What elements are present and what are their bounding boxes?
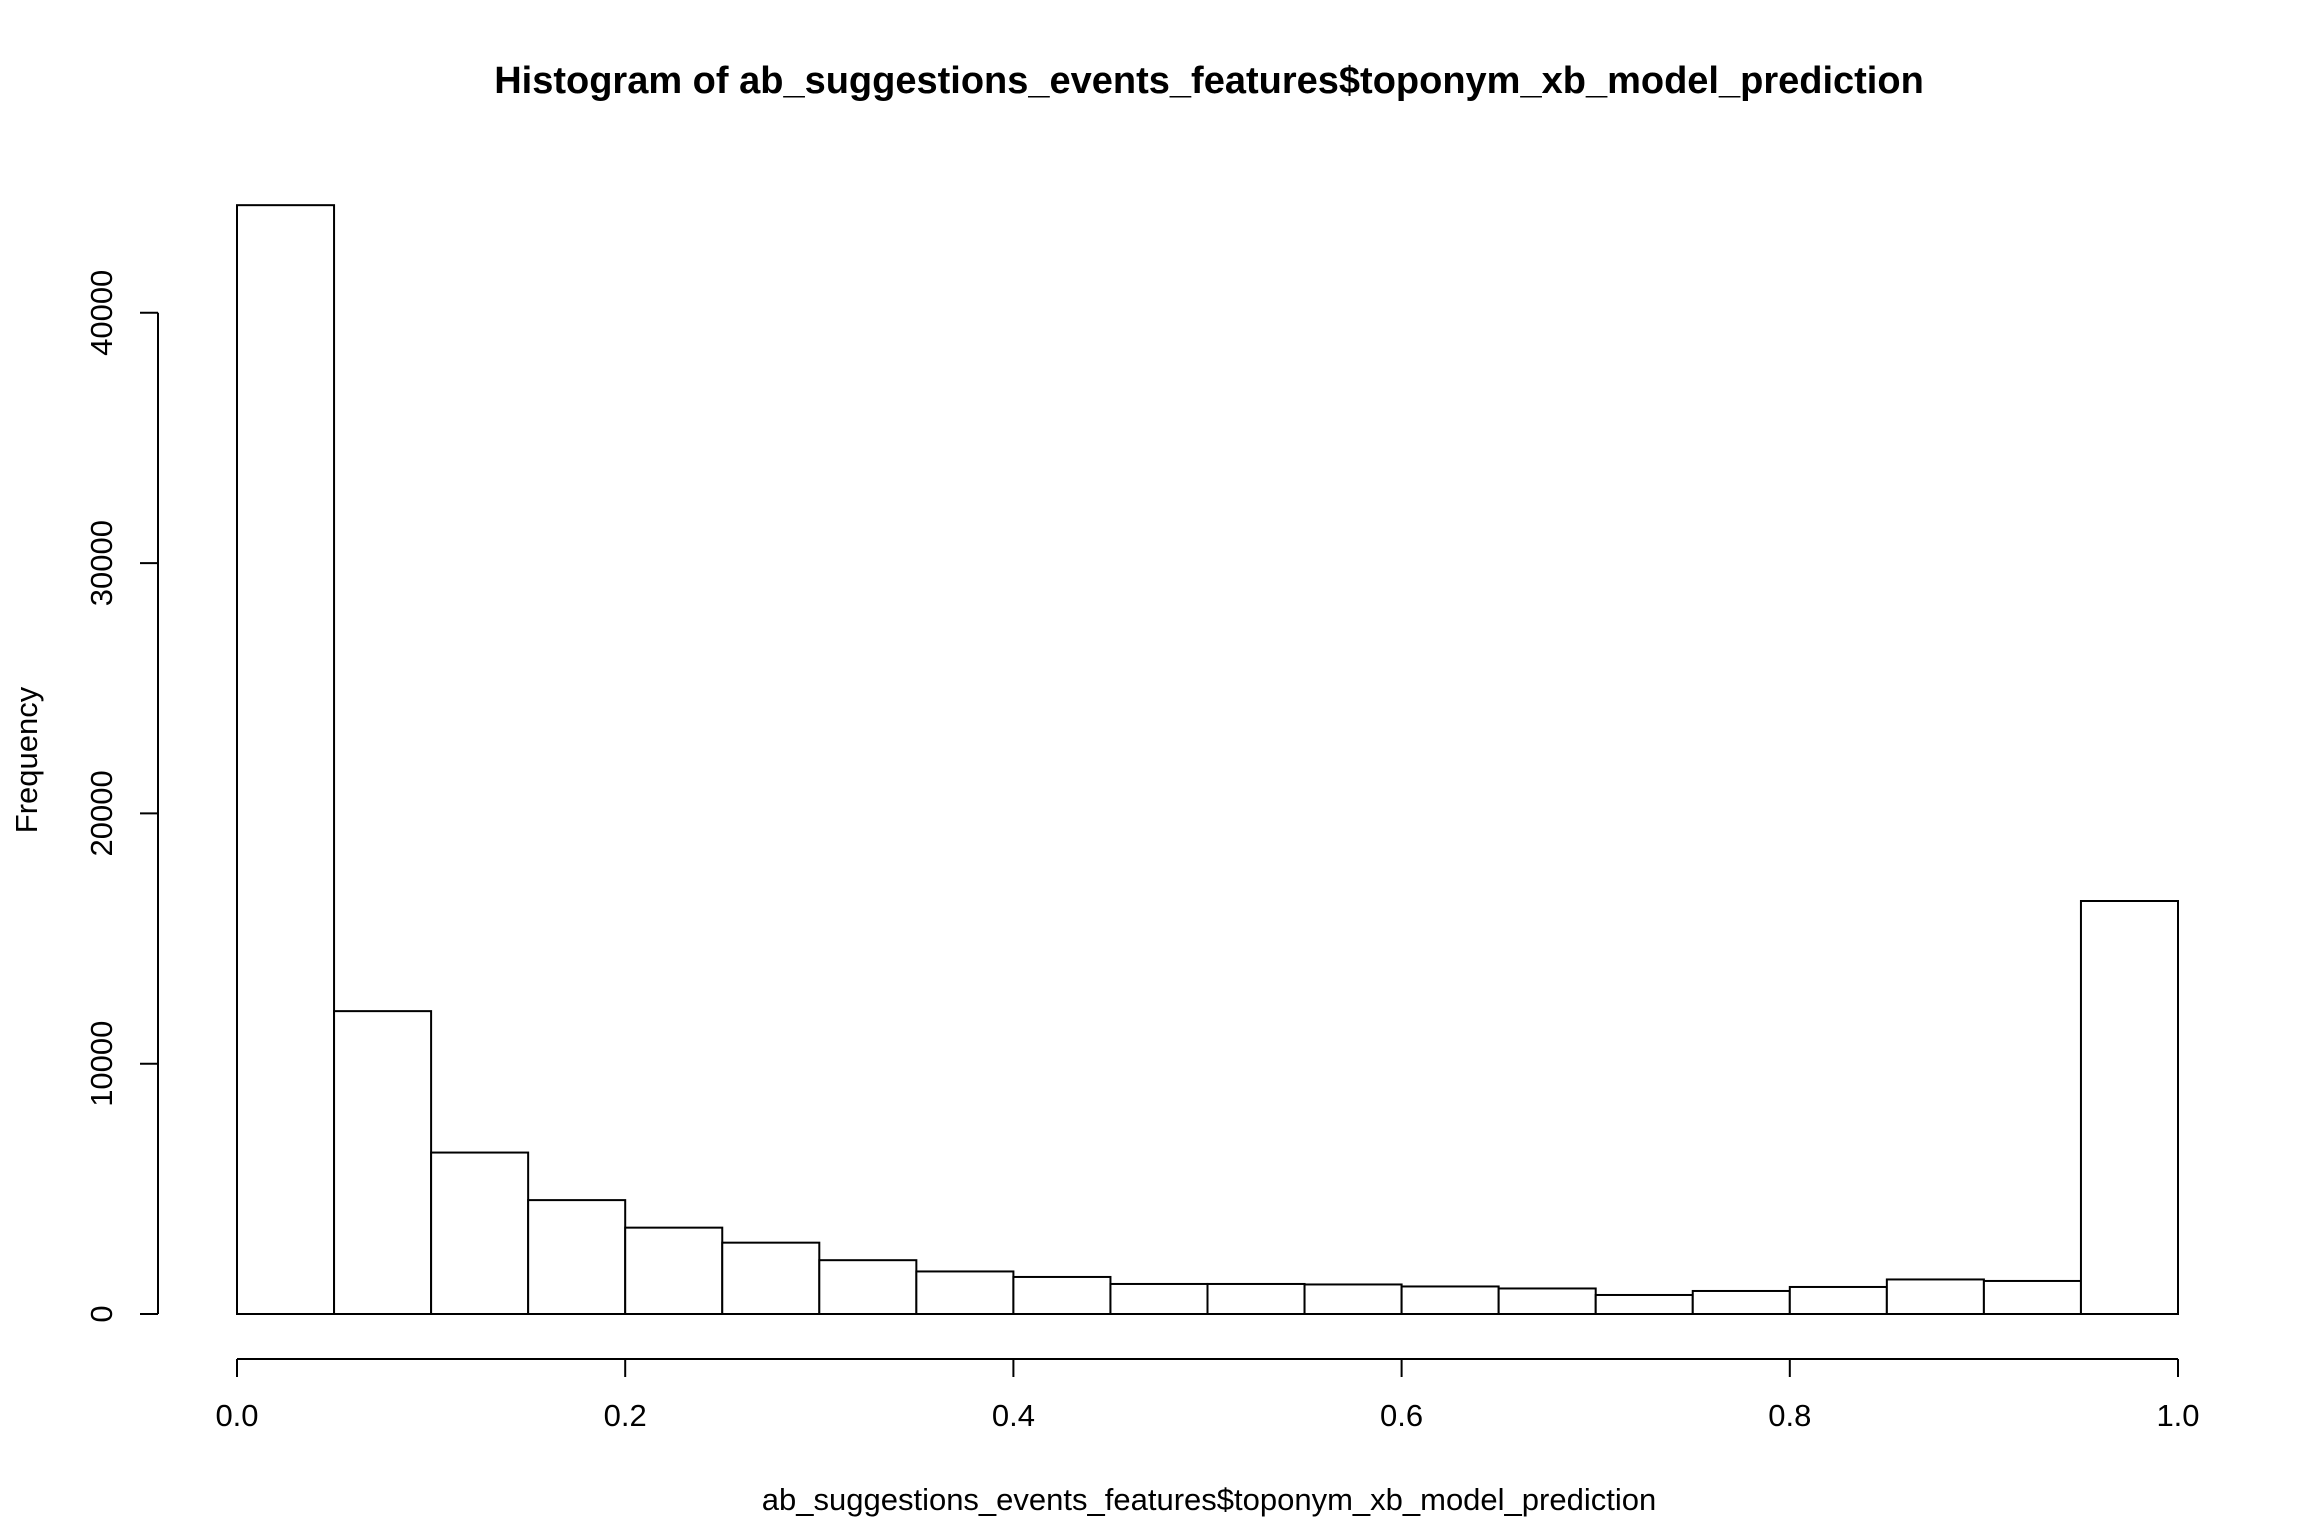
y-tick-label: 30000	[84, 520, 119, 606]
histogram-bar	[1982, 1279, 2082, 1316]
x-tick-label: 0.8	[1768, 1398, 1811, 1433]
histogram-bar	[236, 204, 336, 1315]
x-tick-label: 0.2	[604, 1398, 647, 1433]
histogram-bar	[721, 1241, 821, 1316]
histogram-bar	[1788, 1285, 1888, 1316]
histogram-bar	[527, 1199, 627, 1316]
chart-title: Histogram of ab_suggestions_events_featu…	[494, 60, 1924, 102]
histogram-bar	[1497, 1287, 1597, 1315]
x-tick-label: 0.0	[215, 1398, 258, 1433]
x-axis-title: ab_suggestions_events_features$toponym_x…	[762, 1482, 1656, 1517]
y-tick-label: 0	[84, 1305, 119, 1322]
histogram-bar	[1885, 1278, 1985, 1316]
histogram-bar	[2079, 900, 2179, 1315]
histogram-bar	[1206, 1282, 1306, 1315]
histogram-bar	[818, 1259, 918, 1316]
histogram-bar	[915, 1270, 1015, 1315]
x-axis: 0.0 0.2 0.4 0.6 0.8 1.0	[215, 1358, 2200, 1433]
histogram-bar	[1691, 1289, 1791, 1316]
x-tick-label: 1.0	[2156, 1398, 2199, 1433]
histogram-bar	[333, 1010, 433, 1316]
histogram-bar	[430, 1151, 530, 1316]
histogram-bar	[1012, 1275, 1112, 1315]
histogram-bar	[1303, 1283, 1403, 1315]
histogram-bar	[1594, 1293, 1694, 1315]
histogram-bars	[236, 204, 2179, 1316]
x-tick-label: 0.6	[1380, 1398, 1423, 1433]
x-tick-label: 0.4	[992, 1398, 1035, 1433]
y-tick-label: 10000	[84, 1021, 119, 1107]
y-tick-label: 20000	[84, 770, 119, 856]
histogram-bar	[1400, 1285, 1500, 1316]
y-axis-title: Frequency	[9, 686, 44, 833]
y-tick-label: 40000	[84, 270, 119, 356]
y-axis: 0 10000 20000 30000 40000	[84, 270, 159, 1323]
histogram-bar	[624, 1226, 724, 1315]
histogram-bar	[1109, 1282, 1209, 1315]
